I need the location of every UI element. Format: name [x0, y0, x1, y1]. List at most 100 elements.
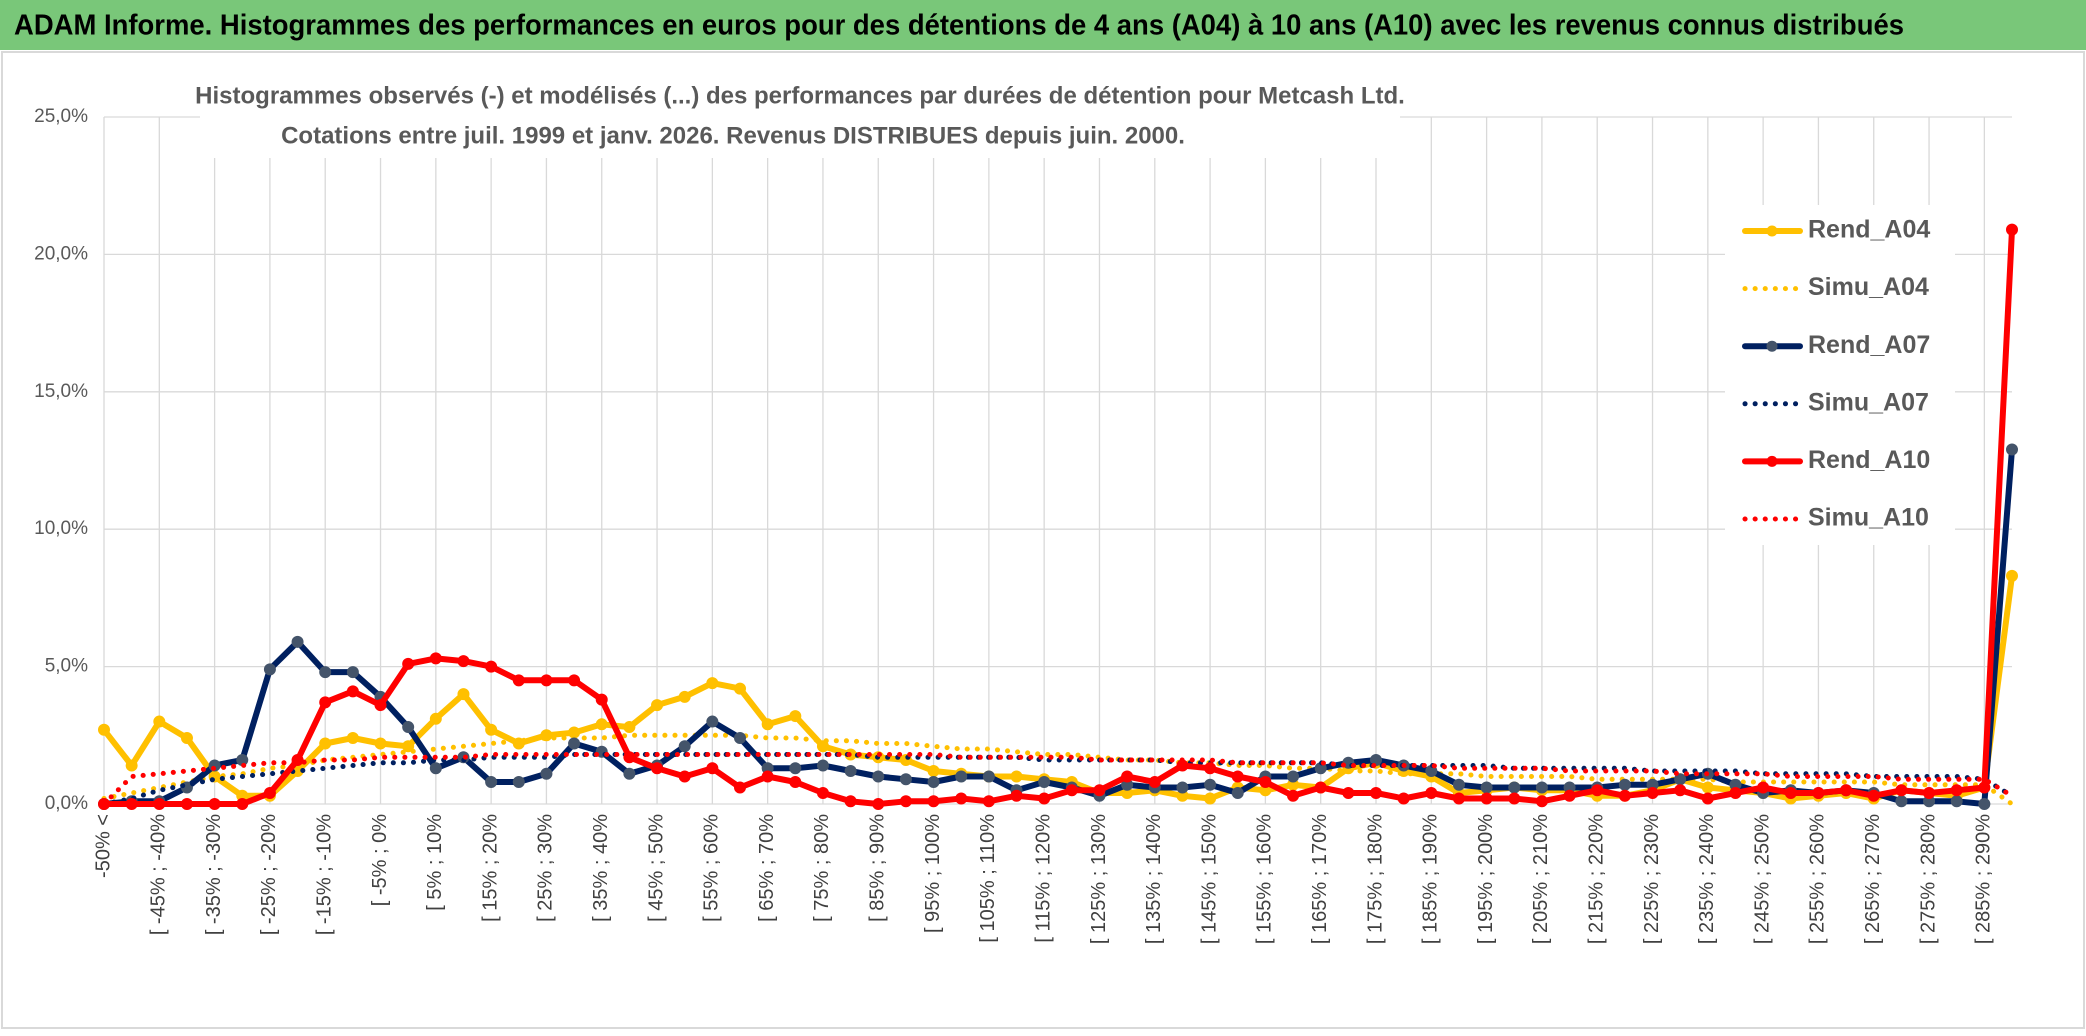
data-point	[1148, 776, 1161, 789]
data-point	[402, 721, 415, 734]
data-point	[1757, 781, 1770, 794]
data-point	[457, 688, 470, 701]
legend: Rend_A04 Simu_A04 Rend_A07 Simu_A07 Rend_A10…	[1742, 216, 1930, 532]
data-point	[927, 776, 940, 789]
data-point	[1204, 792, 1217, 805]
data-point	[153, 798, 166, 810]
data-point	[706, 715, 719, 728]
data-point	[982, 795, 995, 808]
x-tick-label: [ 75% ; 80%	[811, 814, 833, 922]
x-tick-label: [ 215% ; 220%	[1585, 814, 1607, 944]
plot	[98, 223, 2018, 810]
data-point	[1950, 784, 1963, 797]
data-point	[678, 740, 691, 753]
data-point	[429, 712, 442, 725]
data-point	[651, 699, 664, 712]
x-tick-label: [ 35% ; 40%	[590, 814, 612, 922]
y-tick-label: 25,0%	[34, 106, 88, 127]
data-point	[761, 770, 774, 783]
data-point	[1065, 784, 1078, 797]
x-tick-label: [ 65% ; 70%	[756, 814, 778, 922]
x-tick-label: [ 45% ; 50%	[645, 814, 667, 922]
data-point	[1923, 787, 1936, 800]
data-point	[1010, 789, 1023, 802]
data-point	[1618, 789, 1631, 802]
data-point	[1480, 792, 1493, 805]
data-point	[1867, 789, 1880, 802]
legend-label: Simu_A10	[1808, 504, 1929, 532]
data-point	[236, 798, 249, 810]
x-tick-label: [ 205% ; 210%	[1530, 814, 1552, 944]
data-point	[1176, 781, 1189, 794]
legend-label: Simu_A07	[1808, 388, 1929, 416]
data-point	[346, 732, 359, 745]
data-point	[706, 677, 719, 690]
series-line	[101, 446, 2015, 807]
data-point	[927, 765, 940, 778]
data-point	[1397, 792, 1410, 805]
x-tick-label: -50% <	[92, 814, 114, 878]
x-tick-label: [ 225% ; 230%	[1641, 814, 1663, 944]
data-point	[2006, 443, 2018, 456]
data-point	[1646, 787, 1659, 800]
data-point	[734, 732, 746, 745]
chart-subtitle: Cotations entre juil. 1999 et janv. 2026…	[281, 122, 1185, 149]
x-tick-label: [ 5% ; 10%	[424, 814, 446, 911]
data-point	[512, 674, 525, 687]
x-tick-label: [ 55% ; 60%	[701, 814, 723, 922]
chart-subtitle: Histogrammes observés (-) et modélisés (…	[195, 82, 1405, 109]
legend-label: Rend_A04	[1808, 216, 1930, 244]
data-point	[1231, 787, 1244, 800]
x-tick-label: [ 85% ; 90%	[867, 814, 889, 922]
data-point	[1038, 792, 1051, 805]
data-point	[1204, 762, 1217, 775]
legend-marker	[1766, 225, 1778, 237]
data-point	[1701, 792, 1714, 805]
data-point	[734, 682, 746, 695]
data-point	[595, 693, 608, 706]
data-point	[346, 666, 359, 679]
data-point	[844, 795, 857, 808]
x-tick-label: [ 265% ; 270%	[1862, 814, 1884, 944]
data-point	[872, 798, 885, 810]
data-point	[1231, 770, 1244, 783]
legend-marker	[1766, 455, 1778, 467]
chart-frame	[1, 51, 2085, 1029]
data-point	[1204, 778, 1217, 791]
x-tick-label: [ -45% ; -40%	[148, 814, 170, 935]
data-point	[457, 655, 470, 668]
data-point	[789, 762, 802, 775]
data-point	[678, 770, 691, 783]
data-point	[180, 798, 193, 810]
series-line	[101, 226, 2015, 807]
x-tick-label: [ 125% ; 130%	[1088, 814, 1110, 944]
data-point	[402, 740, 415, 753]
data-point	[623, 767, 636, 780]
legend-label: Rend_A10	[1808, 446, 1930, 474]
x-tick-label: [ 105% ; 110%	[977, 814, 999, 943]
x-tick-label: [ -25% ; -20%	[258, 814, 280, 935]
data-point	[1895, 795, 1908, 808]
data-point	[485, 723, 498, 736]
data-point	[1812, 787, 1825, 800]
legend-box	[1725, 205, 1955, 545]
x-tick-label: [ 175% ; 180%	[1364, 814, 1386, 944]
x-tick-label: [ 15% ; 20%	[479, 814, 501, 922]
legend-label: Rend_A07	[1808, 331, 1930, 359]
data-point	[927, 795, 940, 808]
data-point	[568, 674, 581, 687]
x-tick-label: [ 255% ; 260%	[1807, 814, 1829, 944]
y-tick-label: 5,0%	[45, 656, 88, 677]
x-tick-label: [ 25% ; 30%	[535, 814, 557, 922]
data-point	[1121, 770, 1134, 783]
data-point	[485, 660, 498, 673]
x-tick-label: [ -5% ; 0%	[369, 814, 391, 906]
data-point	[374, 737, 387, 750]
data-point	[263, 663, 276, 676]
data-point	[1480, 781, 1493, 794]
x-tick-label: [ 235% ; 240%	[1696, 814, 1718, 944]
data-point	[485, 776, 498, 789]
data-point	[1978, 798, 1991, 810]
data-point	[1452, 778, 1465, 791]
